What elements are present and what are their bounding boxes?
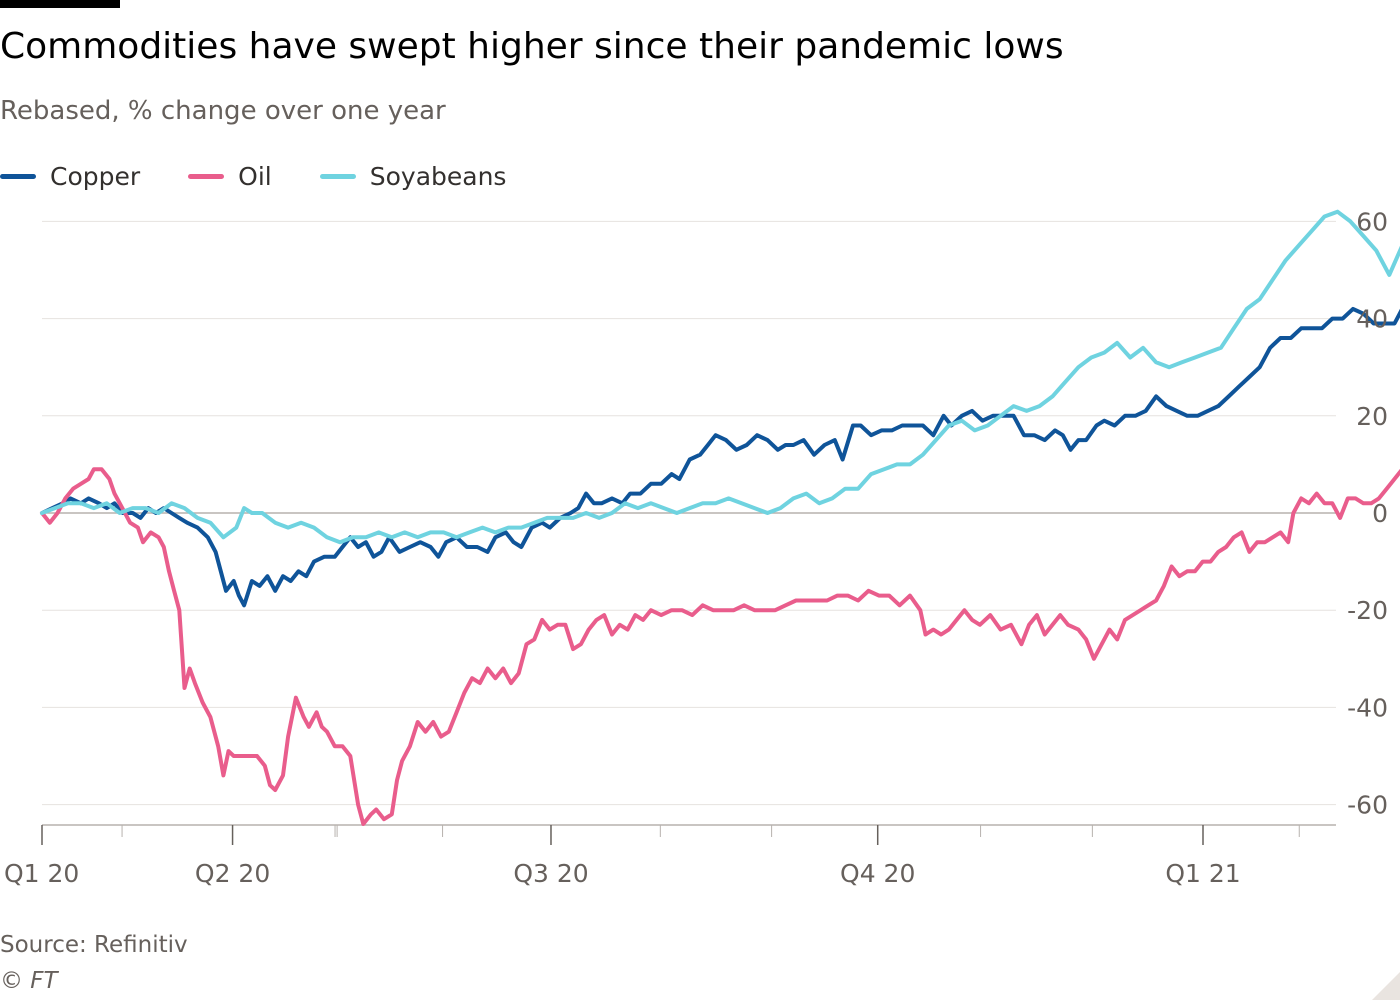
- x-tick-label: Q3 20: [513, 859, 588, 888]
- series-line-soyabeans: [40, 209, 1400, 545]
- chart-title: Commodities have swept higher since thei…: [0, 26, 1064, 67]
- axis-labels: 60 40 20 0 -20 -40 -60 Q1 20 Q2 20 Q3 20 Q4 20 Q1 2…: [4, 207, 1388, 888]
- x-axis: [41, 824, 1336, 845]
- legend-label-copper: Copper: [50, 161, 141, 191]
- legend-swatch-soyabeans: [319, 173, 356, 179]
- x-tick-label: Q1 21: [1165, 859, 1240, 888]
- legend-item-oil: Oil: [188, 162, 272, 191]
- legend-swatch-copper: [0, 173, 36, 179]
- source-note: Source: Refinitiv: [0, 932, 188, 958]
- legend-item-copper: Copper: [0, 162, 140, 191]
- x-tick-label: Q2 20: [195, 859, 270, 888]
- legend-item-soyabeans: Soyabeans: [319, 161, 507, 191]
- y-tick-label: 40: [1356, 305, 1388, 334]
- y-tick-label: -60: [1347, 791, 1388, 820]
- y-tick-label: 60: [1356, 207, 1388, 236]
- chart-subtitle: Rebased, % change over one year: [0, 96, 446, 126]
- copyright-note: © FT: [0, 968, 58, 994]
- y-tick-label: -40: [1347, 693, 1388, 722]
- x-tick-label: Q1 20: [4, 859, 79, 888]
- y-tick-label: 0: [1372, 499, 1388, 528]
- legend-label-oil: Oil: [238, 161, 272, 191]
- legend: Copper Oil Soyabeans: [0, 160, 554, 192]
- ft-top-bar: [0, 0, 120, 8]
- grid-lines: [42, 220, 1336, 806]
- x-tick-label: Q4 20: [840, 859, 915, 888]
- series-line-oil: [40, 467, 1400, 826]
- corner-fold: [1372, 972, 1400, 1000]
- series-lines: [40, 209, 1400, 826]
- y-tick-label: -20: [1347, 596, 1388, 625]
- legend-label-soyabeans: Soyabeans: [369, 161, 507, 191]
- legend-swatch-oil: [188, 173, 225, 179]
- y-tick-label: 20: [1356, 402, 1388, 431]
- line-chart: 60 40 20 0 -20 -40 -60 Q1 20 Q2 20 Q3 20 Q4 20 Q1 2…: [4, 207, 1400, 888]
- series-line-copper: [40, 306, 1400, 608]
